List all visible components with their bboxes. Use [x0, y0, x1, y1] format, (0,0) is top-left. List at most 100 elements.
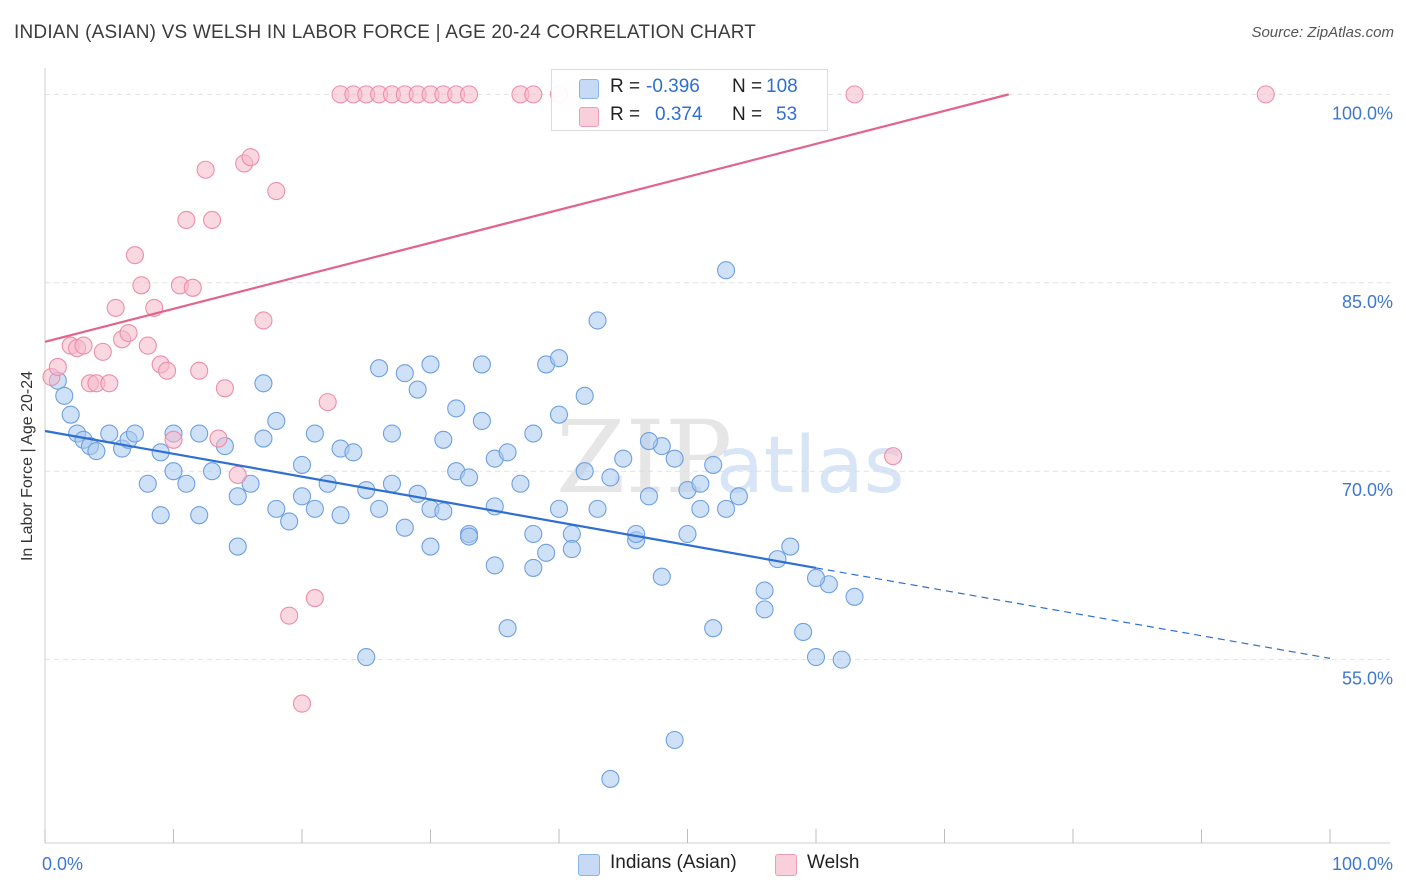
r-label: R =	[610, 76, 641, 97]
indians-point	[575, 462, 594, 481]
welsh-swatch	[579, 107, 599, 127]
n-label: N =	[732, 104, 763, 125]
welsh-point	[845, 85, 864, 104]
welsh-point	[119, 323, 138, 343]
indians-point	[665, 730, 684, 750]
indians-point	[614, 449, 633, 468]
indians-point	[485, 556, 504, 575]
indians-point	[408, 380, 427, 399]
welsh-point	[305, 589, 324, 608]
indians-point	[781, 537, 800, 556]
indians-point	[691, 474, 710, 493]
welsh-point	[254, 311, 273, 330]
indians-point	[524, 424, 543, 443]
chart-title: INDIAN (ASIAN) VS WELSH IN LABOR FORCE |…	[14, 22, 757, 43]
y-tick-label: 70.0%	[1342, 480, 1393, 500]
indians-point	[421, 355, 440, 374]
indians-point	[305, 499, 324, 518]
indians-point	[305, 424, 324, 443]
indians-point	[549, 405, 569, 424]
welsh-point	[459, 85, 479, 104]
axes	[44, 68, 1390, 844]
n-label: N =	[732, 76, 763, 97]
trend-lines	[44, 93, 1331, 659]
grid-lines	[45, 93, 1390, 661]
indians-point	[254, 429, 273, 448]
welsh-point	[292, 694, 312, 713]
indians-point	[447, 399, 466, 418]
indians-point	[177, 474, 196, 493]
indians-point	[241, 474, 260, 493]
legend-row-welsh: R = 0.374 N = 53	[552, 101, 827, 129]
indians-point	[588, 499, 607, 518]
tick-labels: 100.0% 85.0% 70.0% 55.0% 0.0% 100.0%	[42, 103, 1393, 874]
n-value: 53	[776, 104, 798, 125]
indians-point	[704, 455, 723, 474]
indians-point	[755, 600, 774, 619]
y-tick-label: 100.0%	[1332, 103, 1393, 123]
indians-point	[601, 769, 620, 788]
indians-point	[459, 468, 479, 487]
indians-point	[87, 442, 106, 461]
indians-point	[511, 474, 530, 493]
indians-point	[190, 506, 209, 525]
welsh-point	[267, 182, 286, 201]
welsh-point	[93, 342, 112, 361]
welsh-point	[177, 210, 196, 230]
welsh-point	[241, 148, 260, 167]
welsh-point	[138, 336, 157, 355]
x-tick-label: 0.0%	[42, 854, 83, 874]
indians-point	[537, 543, 556, 562]
indians-point	[524, 524, 543, 544]
indians-point	[434, 502, 453, 521]
indians-point	[292, 455, 312, 474]
welsh-point	[106, 298, 125, 317]
r-value: -0.396	[646, 76, 700, 97]
indians-trend-line	[44, 429, 817, 570]
indians-point	[331, 506, 350, 525]
indians-point	[652, 567, 671, 586]
indians-point	[639, 487, 659, 506]
welsh-point	[524, 85, 543, 104]
welsh-point	[1256, 85, 1275, 104]
indians-point	[498, 619, 517, 638]
indians-point	[639, 432, 659, 451]
welsh-point	[884, 447, 903, 466]
welsh-point	[228, 465, 247, 485]
series-legend: Indians (Asian) Welsh	[0, 852, 1406, 878]
indians-swatch	[579, 79, 599, 99]
welsh-point	[190, 361, 209, 380]
r-label: R =	[610, 104, 641, 125]
indians-point	[61, 405, 80, 424]
indians-point	[382, 424, 402, 443]
indians-point	[691, 499, 710, 518]
welsh-point	[48, 357, 67, 376]
indians-point	[755, 581, 774, 600]
indians-point	[549, 499, 569, 518]
indians-point	[562, 540, 581, 559]
welsh-legend-label: Welsh	[807, 852, 860, 873]
indians-point	[267, 499, 286, 518]
r-value: 0.374	[655, 104, 703, 125]
indians-point	[678, 524, 697, 544]
indians-point	[395, 518, 414, 537]
indians-point	[370, 499, 389, 518]
welsh-trend-line	[44, 93, 1010, 343]
indians-point	[716, 261, 736, 280]
x-tick-label: 100.0%	[1332, 854, 1393, 874]
legend-row-indians: R = -0.396 N = 108	[552, 73, 827, 101]
welsh-point	[100, 374, 119, 393]
indians-point	[203, 462, 222, 481]
indians-point	[498, 443, 517, 462]
indians-point	[190, 424, 209, 443]
welsh-point	[215, 379, 234, 398]
indians-point	[806, 568, 826, 588]
indians-point	[794, 622, 813, 642]
indians-point	[601, 468, 620, 487]
indians-point	[151, 506, 170, 525]
indians-legend-label: Indians (Asian)	[610, 852, 737, 873]
indians-point	[138, 474, 157, 493]
indians-point	[459, 527, 479, 546]
indians-point	[562, 524, 581, 544]
welsh-legend-swatch	[775, 854, 797, 876]
